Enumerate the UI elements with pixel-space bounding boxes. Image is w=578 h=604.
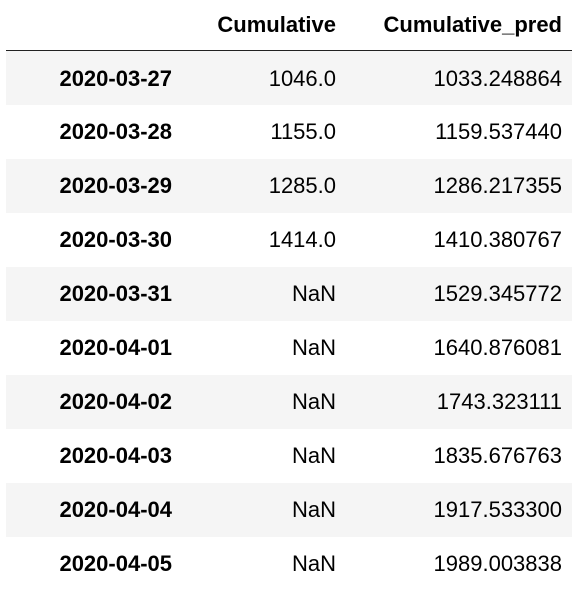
row-index: 2020-03-27 [59, 65, 172, 91]
row-index: 2020-04-02 [59, 388, 172, 414]
cell-cumulative-pred: 1033.248864 [433, 65, 562, 91]
row-index: 2020-03-28 [59, 118, 172, 144]
cell-cumulative-pred: 1989.003838 [433, 550, 562, 576]
cell-cumulative: NaN [291, 442, 336, 468]
table-row: 2020-04-02 NaN 1743.323111 [6, 374, 572, 429]
row-index: 2020-04-01 [59, 334, 172, 360]
row-index: 2020-04-04 [59, 496, 172, 522]
table-row: 2020-04-04 NaN 1917.533300 [6, 482, 572, 537]
cell-cumulative-pred: 1835.676763 [433, 442, 562, 468]
cell-cumulative-pred: 1917.533300 [433, 496, 562, 522]
cell-cumulative-pred: 1743.323111 [436, 388, 562, 414]
table-header: Cumulative Cumulative_pred [6, 0, 572, 51]
cell-cumulative: 1046.0 [268, 65, 336, 91]
table-row: 2020-04-03 NaN 1835.676763 [6, 428, 572, 483]
table-row: 2020-04-05 NaN 1989.003838 [6, 536, 572, 591]
table-row: 2020-03-30 1414.0 1410.380767 [6, 212, 572, 267]
cell-cumulative-pred: 1640.876081 [433, 334, 562, 360]
table-row: 2020-03-31 NaN 1529.345772 [6, 266, 572, 321]
cell-cumulative: 1285.0 [268, 172, 336, 198]
table-row: 2020-03-28 1155.0 1159.537440 [6, 104, 572, 159]
row-index: 2020-04-03 [59, 442, 172, 468]
cell-cumulative-pred: 1410.380767 [433, 226, 562, 252]
header-row: Cumulative Cumulative_pred [6, 0, 572, 51]
cell-cumulative: NaN [291, 550, 336, 576]
cell-cumulative: NaN [291, 388, 336, 414]
cell-cumulative-pred: 1286.217355 [433, 172, 562, 198]
dataframe-table: Cumulative Cumulative_pred 2020-03-27 10… [6, 0, 572, 591]
cell-cumulative: NaN [291, 334, 336, 360]
index-header [6, 0, 182, 51]
row-index: 2020-03-29 [59, 172, 172, 198]
cell-cumulative: NaN [291, 496, 336, 522]
row-index: 2020-04-05 [59, 550, 172, 576]
table-row: 2020-04-01 NaN 1640.876081 [6, 320, 572, 375]
cell-cumulative: NaN [291, 280, 336, 306]
cell-cumulative-pred: 1159.537440 [435, 118, 562, 144]
table-body: 2020-03-27 1046.0 1033.248864 2020-03-28… [6, 50, 572, 591]
table-row: 2020-03-29 1285.0 1286.217355 [6, 158, 572, 213]
cell-cumulative: 1155.0 [270, 118, 336, 144]
cell-cumulative: 1414.0 [268, 226, 336, 252]
table-row: 2020-03-27 1046.0 1033.248864 [6, 50, 572, 105]
row-index: 2020-03-31 [59, 280, 172, 306]
row-index: 2020-03-30 [59, 226, 172, 252]
column-header-cumulative: Cumulative [182, 0, 346, 51]
column-header-cumulative-pred: Cumulative_pred [346, 0, 572, 51]
cell-cumulative-pred: 1529.345772 [433, 280, 562, 306]
